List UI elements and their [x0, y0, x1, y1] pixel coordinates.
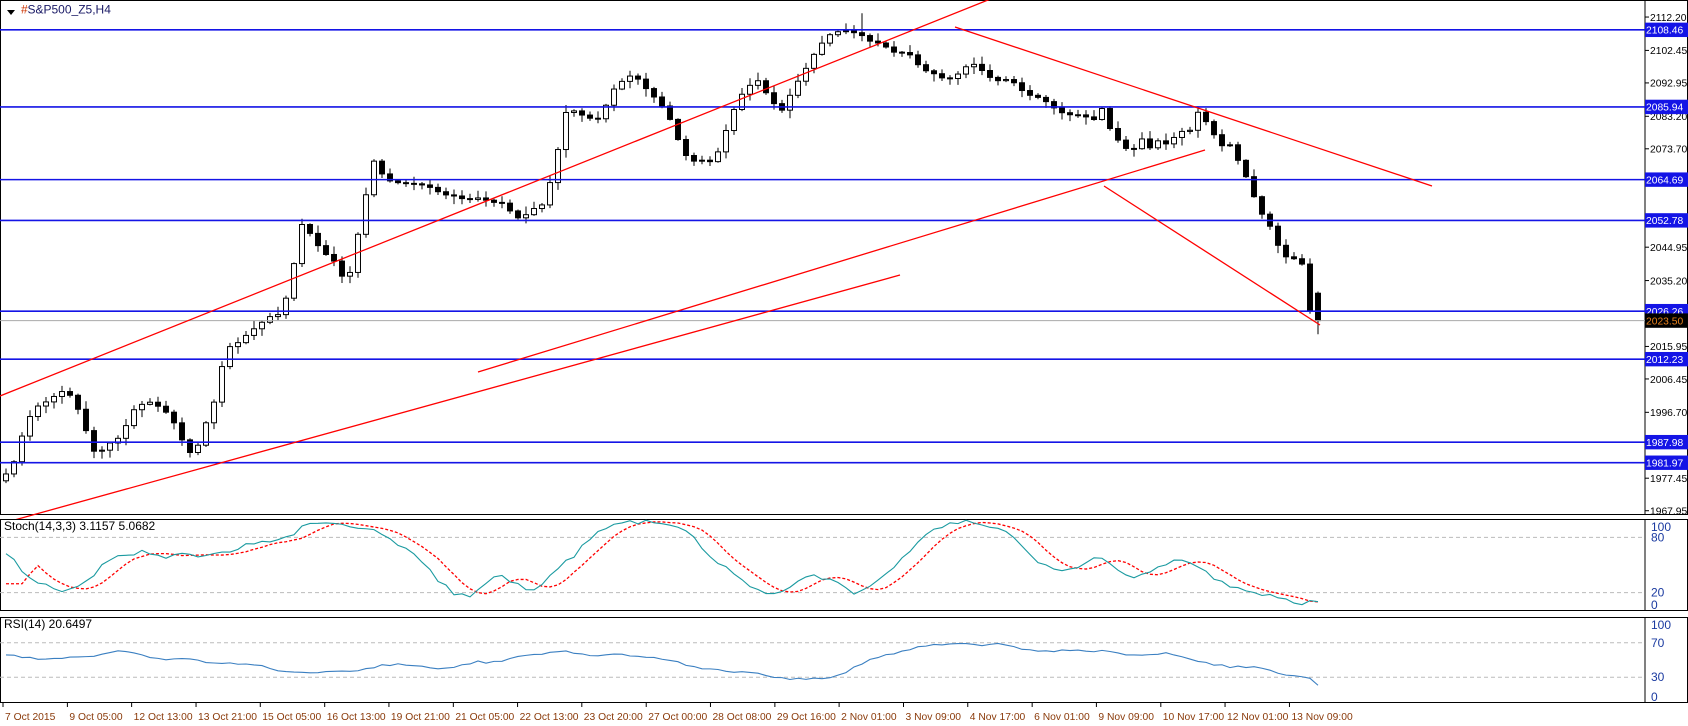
svg-text:30: 30 [1651, 670, 1665, 684]
svg-text:23 Oct 20:00: 23 Oct 20:00 [584, 712, 643, 723]
svg-text:1977.45: 1977.45 [1650, 474, 1687, 485]
svg-text:1967.95: 1967.95 [1650, 507, 1687, 518]
svg-text:70: 70 [1651, 636, 1665, 650]
svg-text:12 Oct 13:00: 12 Oct 13:00 [134, 712, 193, 723]
svg-text:0: 0 [1651, 598, 1658, 612]
svg-text:80: 80 [1651, 530, 1665, 544]
svg-text:22 Oct 13:00: 22 Oct 13:00 [520, 712, 579, 723]
svg-text:2023.50: 2023.50 [1646, 316, 1683, 327]
svg-text:4 Nov 17:00: 4 Nov 17:00 [970, 712, 1026, 723]
svg-text:13 Oct 21:00: 13 Oct 21:00 [198, 712, 257, 723]
svg-text:29 Oct 16:00: 29 Oct 16:00 [777, 712, 836, 723]
svg-text:2012.23: 2012.23 [1646, 355, 1683, 366]
svg-text:9 Nov 09:00: 9 Nov 09:00 [1098, 712, 1154, 723]
svg-text:28 Oct 08:00: 28 Oct 08:00 [712, 712, 771, 723]
svg-text:2085.94: 2085.94 [1646, 103, 1683, 114]
svg-text:10 Nov 17:00: 10 Nov 17:00 [1163, 712, 1225, 723]
svg-text:9 Oct 05:00: 9 Oct 05:00 [69, 712, 123, 723]
svg-text:100: 100 [1651, 618, 1671, 632]
svg-text:Stoch(14,3,3) 3.1157 5.0682: Stoch(14,3,3) 3.1157 5.0682 [4, 519, 156, 533]
svg-text:2006.45: 2006.45 [1650, 375, 1687, 386]
svg-text:2035.20: 2035.20 [1650, 276, 1687, 287]
svg-text:1987.98: 1987.98 [1646, 438, 1683, 449]
svg-text:27 Oct 00:00: 27 Oct 00:00 [648, 712, 707, 723]
svg-text:2073.70: 2073.70 [1650, 145, 1687, 156]
svg-text:2015.95: 2015.95 [1650, 342, 1687, 353]
svg-text:12 Nov 01:00: 12 Nov 01:00 [1227, 712, 1289, 723]
svg-text:RSI(14) 20.6497: RSI(14) 20.6497 [4, 617, 92, 631]
svg-text:15 Oct 05:00: 15 Oct 05:00 [262, 712, 321, 723]
svg-text:1996.70: 1996.70 [1650, 408, 1687, 419]
svg-text:2 Nov 01:00: 2 Nov 01:00 [841, 712, 897, 723]
svg-text:21 Oct 05:00: 21 Oct 05:00 [455, 712, 514, 723]
svg-text:2108.46: 2108.46 [1646, 26, 1683, 37]
svg-text:1981.97: 1981.97 [1646, 459, 1683, 470]
svg-text:13 Nov 09:00: 13 Nov 09:00 [1291, 712, 1353, 723]
svg-text:2112.20: 2112.20 [1650, 13, 1687, 24]
svg-text:2092.95: 2092.95 [1650, 79, 1687, 90]
svg-text:2102.45: 2102.45 [1650, 46, 1687, 57]
svg-text:3 Nov 09:00: 3 Nov 09:00 [906, 712, 962, 723]
svg-text:2064.69: 2064.69 [1646, 175, 1683, 186]
svg-text:0: 0 [1651, 690, 1658, 704]
svg-text:S&P500_Z5,H4: S&P500_Z5,H4 [28, 3, 112, 17]
svg-text:6 Nov 01:00: 6 Nov 01:00 [1034, 712, 1090, 723]
svg-text:16 Oct 13:00: 16 Oct 13:00 [327, 712, 386, 723]
svg-text:7 Oct 2015: 7 Oct 2015 [5, 712, 56, 723]
svg-text:2052.78: 2052.78 [1646, 216, 1683, 227]
svg-text:19 Oct 21:00: 19 Oct 21:00 [391, 712, 450, 723]
svg-text:2044.95: 2044.95 [1650, 243, 1687, 254]
